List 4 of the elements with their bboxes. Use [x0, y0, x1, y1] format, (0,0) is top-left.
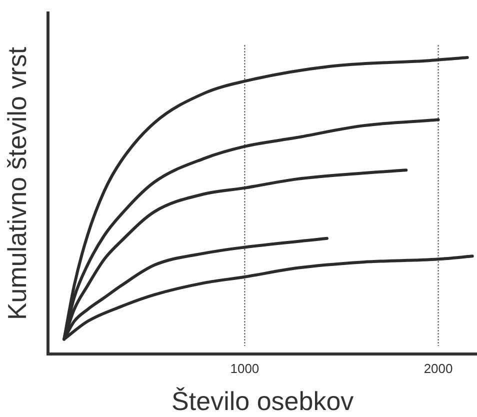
x-tick-label: 2000: [424, 361, 453, 376]
x-axis-title: Število osebkov: [172, 386, 354, 416]
y-axis-title: Kumulativno število vrst: [2, 46, 32, 320]
x-tick-label: 1000: [230, 361, 260, 376]
